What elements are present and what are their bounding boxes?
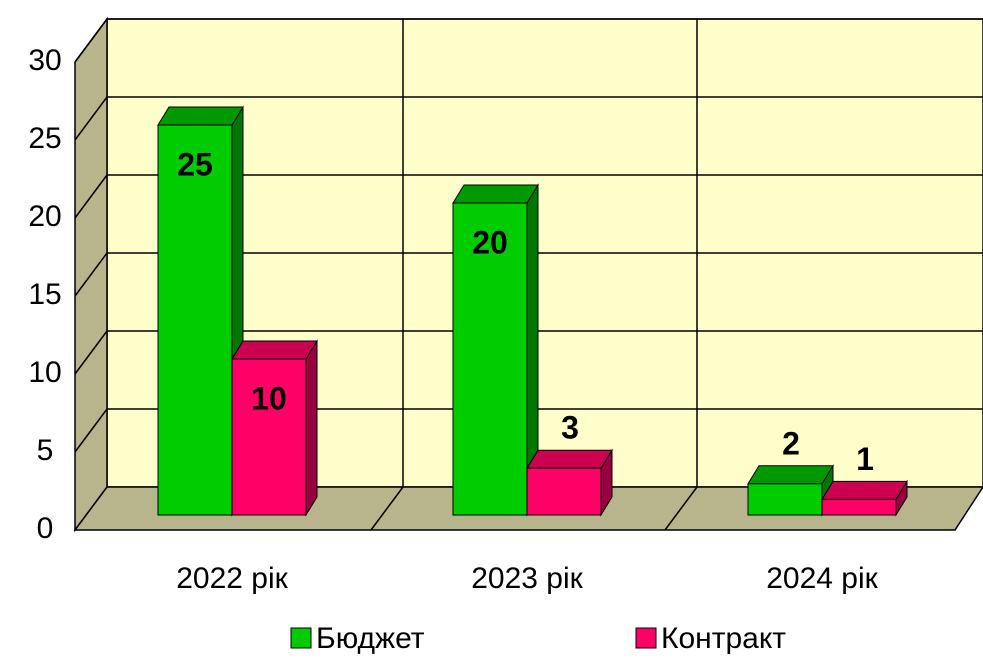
bar-top: [157, 106, 244, 126]
grid-line: [74, 330, 108, 375]
data-label: 10: [251, 380, 287, 416]
bar: [157, 124, 233, 516]
y-tick-label: 0: [37, 512, 54, 545]
x-tick-label: 2024 рік: [766, 562, 878, 595]
legend-label: Контракт: [661, 622, 786, 655]
bar-top: [526, 449, 613, 469]
legend-swatch: [290, 627, 312, 649]
legend-swatch: [635, 627, 657, 649]
bar-top: [231, 340, 318, 360]
bar: [231, 358, 307, 516]
data-label: 25: [177, 146, 213, 182]
data-label: 1: [856, 441, 874, 477]
bar: [526, 467, 602, 516]
bar-side: [305, 339, 318, 517]
bar-top: [747, 465, 834, 485]
legend-label: Бюджет: [316, 622, 425, 655]
bar: [747, 483, 823, 516]
bar: [452, 202, 528, 516]
y-tick-label: 30: [28, 44, 61, 77]
data-label: 3: [561, 410, 579, 446]
y-tick-label: 5: [37, 434, 54, 467]
divider: [370, 486, 404, 531]
divider: [664, 486, 698, 531]
bar: [821, 498, 897, 516]
bar-top: [821, 480, 908, 500]
y-tick-label: 25: [28, 122, 61, 155]
y-tick-label: 15: [28, 278, 61, 311]
grid-line: [74, 174, 108, 219]
grid-line: [74, 408, 108, 453]
data-label: 2: [782, 425, 800, 461]
x-tick-label: 2023 рік: [471, 562, 583, 595]
x-tick-label: 2022 рік: [176, 562, 288, 595]
grid-line: [74, 18, 108, 63]
bar-top: [452, 184, 539, 204]
y-tick-label: 10: [28, 356, 61, 389]
grid-line: [74, 252, 108, 297]
data-label: 20: [472, 224, 508, 260]
grid-line: [74, 96, 108, 141]
y-tick-label: 20: [28, 200, 61, 233]
